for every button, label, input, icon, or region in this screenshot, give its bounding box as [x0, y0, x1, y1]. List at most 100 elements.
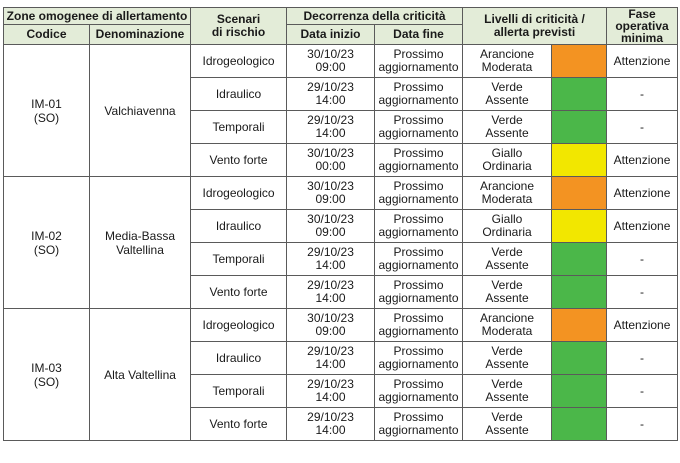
zone-name: Valchiavenna — [88, 44, 192, 177]
start-cell: 29/10/23 14:00 — [286, 77, 376, 111]
fase-cell: - — [606, 242, 679, 276]
start-cell: 30/10/23 09:00 — [286, 176, 376, 210]
zone-name: Media-Bassa Valtellina — [88, 176, 192, 309]
end-cell: Prossimo aggiornamento — [374, 374, 464, 408]
fase-cell: Attenzione — [606, 176, 679, 210]
scenario-cell: Temporali — [190, 242, 288, 276]
fase-cell: - — [606, 374, 679, 408]
start-cell: 29/10/23 14:00 — [286, 275, 376, 309]
level-color-swatch — [551, 77, 608, 111]
decorrenza-header: Decorrenza della criticità — [286, 7, 464, 25]
start-cell: 29/10/23 14:00 — [286, 242, 376, 276]
level-color-swatch — [551, 407, 608, 441]
start-cell: 29/10/23 14:00 — [286, 407, 376, 441]
scenario-cell: Idrogeologico — [190, 176, 288, 210]
fase-cell: - — [606, 110, 679, 144]
zone-code: IM-03 (SO) — [3, 308, 90, 441]
zone-code: IM-01 (SO) — [3, 44, 90, 177]
end-cell: Prossimo aggiornamento — [374, 77, 464, 111]
scenario-cell: Temporali — [190, 110, 288, 144]
start-cell: 30/10/23 09:00 — [286, 209, 376, 243]
level-color-swatch — [551, 110, 608, 144]
data-fine-header: Data fine — [374, 24, 464, 45]
level-color-swatch — [551, 275, 608, 309]
zone-group-header: Zone omogenee di allertamento — [2, 7, 192, 25]
level-cell: Verde Assente — [462, 407, 553, 441]
fase-cell: - — [606, 275, 679, 309]
level-color-swatch — [551, 44, 608, 78]
table-row: Idraulico 29/10/23 14:00 Prossimo aggiorname… — [4, 77, 679, 111]
table-row: IM-03 (SO) Alta Valtellina Idrogeologico 30/… — [3, 308, 679, 441]
start-cell: 29/10/23 14:00 — [286, 110, 376, 144]
table-row: Vento forte 29/10/23 14:00 Prossimo aggiorna… — [4, 275, 679, 309]
livelli-header: Livelli di criticità / allerta previsti — [462, 7, 608, 45]
scenario-cell: Idraulico — [190, 209, 288, 243]
scenario-cell: Idrogeologico — [190, 44, 288, 78]
table-row: IM-02 (SO) Media-Bassa Valtellina Idrogeolog… — [3, 176, 679, 309]
start-cell: 29/10/23 14:00 — [286, 374, 376, 408]
fase-cell: Attenzione — [606, 44, 679, 78]
fase-cell: - — [606, 341, 679, 375]
level-cell: Giallo Ordinaria — [462, 143, 553, 177]
level-color-swatch — [551, 341, 608, 375]
zone-name: Alta Valtellina — [88, 308, 192, 441]
denominazione-header: Denominazione — [88, 24, 192, 45]
end-cell: Prossimo aggiornamento — [374, 275, 464, 309]
table-row: Temporali 29/10/23 14:00 Prossimo aggiorname… — [4, 110, 679, 144]
level-color-swatch — [551, 209, 608, 243]
fase-cell: Attenzione — [606, 209, 679, 243]
level-cell: Verde Assente — [462, 341, 553, 375]
start-cell: 30/10/23 09:00 — [286, 44, 376, 78]
scenario-cell: Idraulico — [190, 341, 288, 375]
start-cell: 30/10/23 00:00 — [286, 143, 376, 177]
end-cell: Prossimo aggiornamento — [374, 209, 464, 243]
end-cell: Prossimo aggiornamento — [374, 44, 464, 78]
level-color-swatch — [551, 242, 608, 276]
level-color-swatch — [551, 308, 608, 342]
table-body: IM-01 (SO) Valchiavenna Idrogeologico 30/10/… — [3, 44, 679, 441]
level-cell: Giallo Ordinaria — [462, 209, 553, 243]
start-cell: 30/10/23 09:00 — [286, 308, 376, 342]
table-row: Temporali 29/10/23 14:00 Prossimo aggiorname… — [4, 374, 679, 408]
scenari-header: Scenari di rischio — [190, 7, 288, 45]
table-row: Temporali 29/10/23 14:00 Prossimo aggiorname… — [4, 242, 679, 276]
fase-cell: Attenzione — [606, 308, 679, 342]
fase-cell: - — [606, 77, 679, 111]
fase-cell: Attenzione — [606, 143, 679, 177]
end-cell: Prossimo aggiornamento — [374, 308, 464, 342]
scenario-cell: Vento forte — [190, 143, 288, 177]
end-cell: Prossimo aggiornamento — [374, 176, 464, 210]
end-cell: Prossimo aggiornamento — [374, 143, 464, 177]
scenario-cell: Temporali — [190, 374, 288, 408]
level-cell: Verde Assente — [462, 275, 553, 309]
level-color-swatch — [551, 176, 608, 210]
end-cell: Prossimo aggiornamento — [374, 407, 464, 441]
level-color-swatch — [551, 374, 608, 408]
allertamento-table: Zone omogenee di allertamento Scenari di … — [2, 7, 679, 441]
start-cell: 29/10/23 14:00 — [286, 341, 376, 375]
scenario-cell: Idraulico — [190, 77, 288, 111]
level-cell: Arancione Moderata — [462, 308, 553, 342]
end-cell: Prossimo aggiornamento — [374, 242, 464, 276]
level-cell: Verde Assente — [462, 77, 553, 111]
data-inizio-header: Data inizio — [286, 24, 376, 45]
scenario-cell: Idrogeologico — [190, 308, 288, 342]
level-cell: Arancione Moderata — [462, 44, 553, 78]
zone-code: IM-02 (SO) — [3, 176, 90, 309]
end-cell: Prossimo aggiornamento — [374, 110, 464, 144]
table-row: IM-01 (SO) Valchiavenna Idrogeologico 30/10/… — [3, 44, 679, 177]
level-cell: Verde Assente — [462, 242, 553, 276]
table-row: Idraulico 29/10/23 14:00 Prossimo aggiorname… — [4, 341, 679, 375]
end-cell: Prossimo aggiornamento — [374, 341, 464, 375]
level-cell: Verde Assente — [462, 110, 553, 144]
scenario-cell: Vento forte — [190, 407, 288, 441]
fase-header: Fase operativa minima — [606, 7, 679, 45]
codice-header: Codice — [3, 24, 90, 45]
level-cell: Verde Assente — [462, 374, 553, 408]
level-color-swatch — [551, 143, 608, 177]
level-cell: Arancione Moderata — [462, 176, 553, 210]
fase-cell: - — [606, 407, 679, 441]
scenario-cell: Vento forte — [190, 275, 288, 309]
table-row: Idraulico 30/10/23 09:00 Prossimo aggiorname… — [4, 209, 679, 243]
table-row: Vento forte 29/10/23 14:00 Prossimo aggiorna… — [4, 407, 679, 441]
